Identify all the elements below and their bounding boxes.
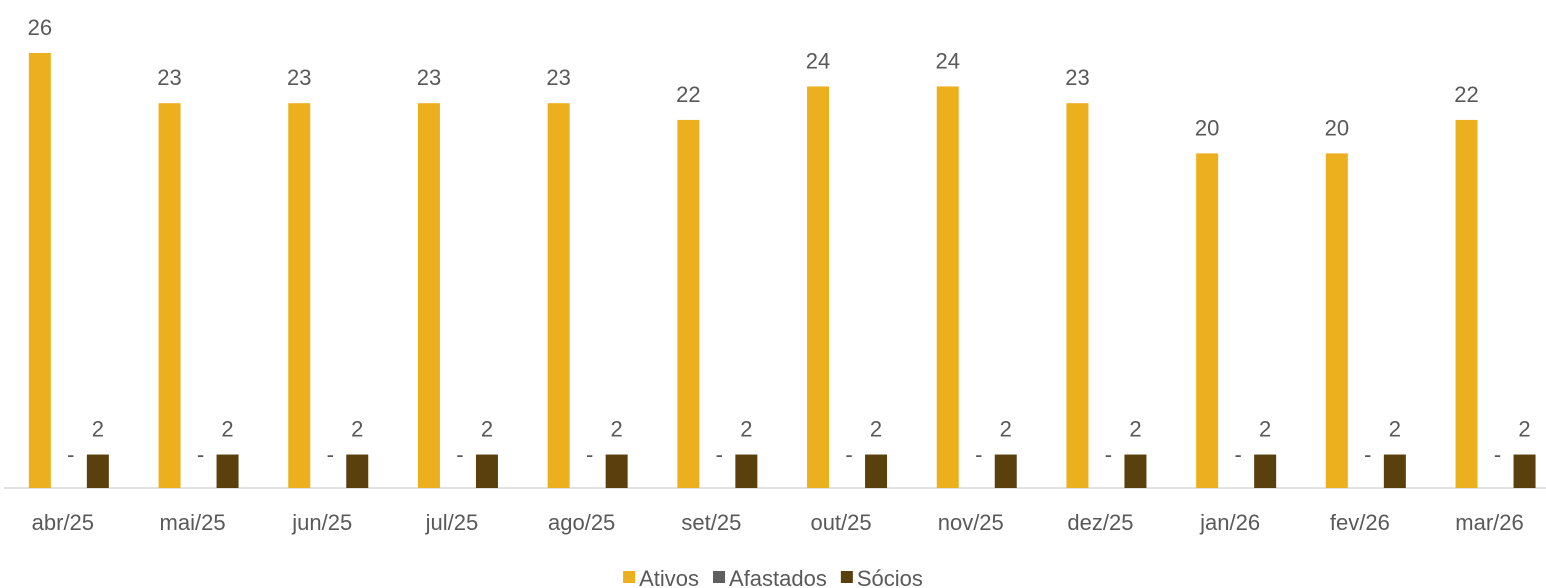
data-label: 23 xyxy=(287,65,311,90)
bar xyxy=(1254,454,1277,488)
data-label: 2 xyxy=(870,417,882,442)
bar xyxy=(417,103,440,488)
bar xyxy=(735,454,758,488)
data-label: 22 xyxy=(1454,82,1478,107)
data-label: 2 xyxy=(611,417,623,442)
x-tick-label: jun/25 xyxy=(291,510,352,535)
data-label: 24 xyxy=(806,48,830,73)
x-tick-label: nov/25 xyxy=(938,510,1004,535)
x-tick-label: mar/26 xyxy=(1455,510,1523,535)
data-label: - xyxy=(975,442,982,467)
bar xyxy=(865,454,888,488)
data-label: 2 xyxy=(1129,417,1141,442)
data-label: - xyxy=(1494,442,1501,467)
bar xyxy=(475,454,498,488)
x-tick-label: jan/26 xyxy=(1199,510,1260,535)
bar xyxy=(936,86,959,488)
bar xyxy=(346,454,369,488)
data-label: 20 xyxy=(1325,115,1349,140)
legend-label: Sócios xyxy=(857,566,923,588)
x-tick-label: out/25 xyxy=(810,510,871,535)
data-label: - xyxy=(456,442,463,467)
data-label: - xyxy=(845,442,852,467)
legend-label: Ativos xyxy=(639,566,699,588)
bar xyxy=(216,454,239,488)
bar xyxy=(288,103,311,488)
bar xyxy=(807,86,830,488)
x-tick-label: jul/25 xyxy=(425,510,479,535)
data-label: - xyxy=(67,442,74,467)
data-label: 23 xyxy=(546,65,570,90)
bar xyxy=(994,454,1017,488)
x-tick-label: mai/25 xyxy=(160,510,226,535)
data-label: 20 xyxy=(1195,115,1219,140)
data-label: 2 xyxy=(1389,417,1401,442)
data-label: 24 xyxy=(936,48,960,73)
bar xyxy=(605,454,628,488)
x-tick-label: fev/26 xyxy=(1330,510,1390,535)
bar xyxy=(677,119,700,488)
x-tick-label: set/25 xyxy=(681,510,741,535)
data-label: 23 xyxy=(157,65,181,90)
data-label: - xyxy=(1234,442,1241,467)
x-tick-label: abr/25 xyxy=(32,510,94,535)
bar xyxy=(1383,454,1406,488)
bar xyxy=(1513,454,1536,488)
data-label: - xyxy=(716,442,723,467)
bar xyxy=(1455,119,1478,488)
bar xyxy=(547,103,570,488)
x-tick-label: ago/25 xyxy=(548,510,615,535)
bar xyxy=(158,103,181,488)
data-label: 2 xyxy=(1000,417,1012,442)
data-label: - xyxy=(327,442,334,467)
x-tick-label: dez/25 xyxy=(1067,510,1133,535)
bar xyxy=(86,454,109,488)
legend-swatch xyxy=(623,571,636,583)
data-label: - xyxy=(1364,442,1371,467)
bar xyxy=(1066,103,1089,488)
legend-swatch xyxy=(840,571,853,583)
data-label: 2 xyxy=(92,417,104,442)
legend-swatch xyxy=(713,571,726,583)
bar xyxy=(1325,153,1348,488)
data-label: 2 xyxy=(351,417,363,442)
data-label: 23 xyxy=(417,65,441,90)
data-label: 23 xyxy=(1065,65,1089,90)
data-label: 2 xyxy=(1518,417,1530,442)
data-label: 2 xyxy=(481,417,493,442)
data-label: - xyxy=(1105,442,1112,467)
data-label: 26 xyxy=(28,15,52,40)
data-label: - xyxy=(586,442,593,467)
data-label: 2 xyxy=(1259,417,1271,442)
legend-label: Afastados xyxy=(729,566,827,588)
data-label: - xyxy=(197,442,204,467)
bar xyxy=(28,53,51,488)
data-label: 2 xyxy=(740,417,752,442)
data-label: 22 xyxy=(676,82,700,107)
data-label: 2 xyxy=(221,417,233,442)
bar xyxy=(1124,454,1147,488)
bar xyxy=(1196,153,1219,488)
